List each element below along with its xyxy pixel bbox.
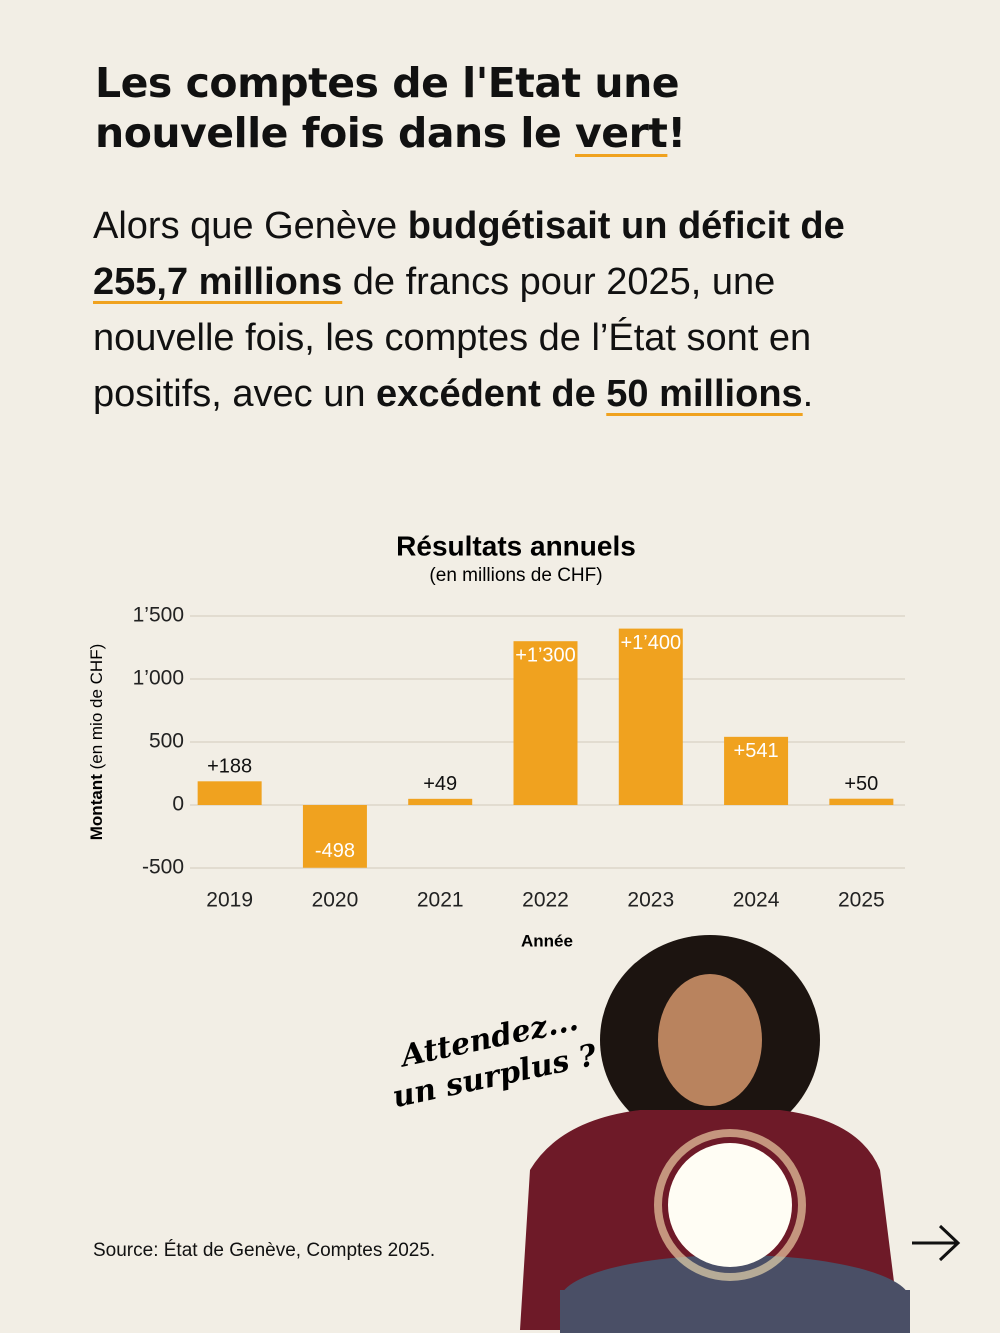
x-tick-label: 2020 [312, 889, 359, 912]
value-label: +541 [734, 740, 779, 762]
y-axis-label-main: Montant [87, 774, 106, 840]
y-tick-label: 1’000 [133, 667, 184, 690]
y-axis-label-unit: (en mio de CHF) [87, 644, 106, 770]
next-arrow[interactable] [912, 1224, 961, 1262]
value-label: +50 [844, 773, 878, 795]
y-tick-label: -500 [142, 856, 184, 879]
value-label: +1’300 [515, 644, 576, 666]
bar [724, 736, 789, 805]
bar [513, 641, 578, 805]
chart-subtitle: (en millions de CHF) [429, 565, 602, 586]
intro: Alors que Genève budgétisait un déficit … [93, 198, 923, 422]
y-tick-label: 0 [172, 793, 184, 816]
value-label: -498 [315, 840, 355, 862]
bar [302, 805, 367, 868]
value-label: +1’400 [620, 632, 681, 654]
intro-bold: excédent de [376, 373, 607, 415]
value-label: +188 [207, 756, 252, 778]
value-label: +49 [423, 773, 457, 795]
intro-highlight: 255,7 millions [93, 261, 343, 303]
headline-highlight: vert [575, 109, 668, 157]
y-tick-label: 500 [149, 730, 184, 753]
y-tick-label: 1’500 [133, 604, 184, 627]
bar [197, 781, 262, 805]
source: Source: État de Genève, Comptes 2025. [93, 1240, 436, 1261]
intro-text: . [802, 373, 814, 415]
intro-text: de francs pour 2025, une nouvelle fois, … [93, 261, 812, 415]
x-tick-label: 2024 [733, 889, 780, 912]
intro-highlight: 50 millions [606, 373, 803, 415]
x-tick-label: 2019 [206, 889, 253, 912]
headline: Les comptes de l'Etat une nouvelle fois … [95, 58, 815, 158]
intro-text: Alors que Genève [93, 205, 408, 247]
y-axis-label: Montant (en mio de CHF) [87, 644, 106, 840]
bar [829, 798, 894, 805]
x-tick-label: 2025 [838, 889, 885, 912]
x-tick-label: 2023 [627, 889, 674, 912]
headline-text: Les comptes de l'Etat une nouvelle fois … [95, 59, 680, 157]
bar [618, 628, 683, 805]
x-tick-label: 2021 [417, 889, 464, 912]
x-tick-label: 2022 [522, 889, 569, 912]
illustration: Attendez... un surplus ? [389, 935, 910, 1333]
intro-bold: budgétisait un déficit de [407, 205, 845, 247]
x-axis-label: Année [521, 931, 573, 950]
chart-title: Résultats annuels [396, 530, 636, 561]
bar [408, 798, 473, 805]
headline-text: ! [667, 109, 686, 157]
